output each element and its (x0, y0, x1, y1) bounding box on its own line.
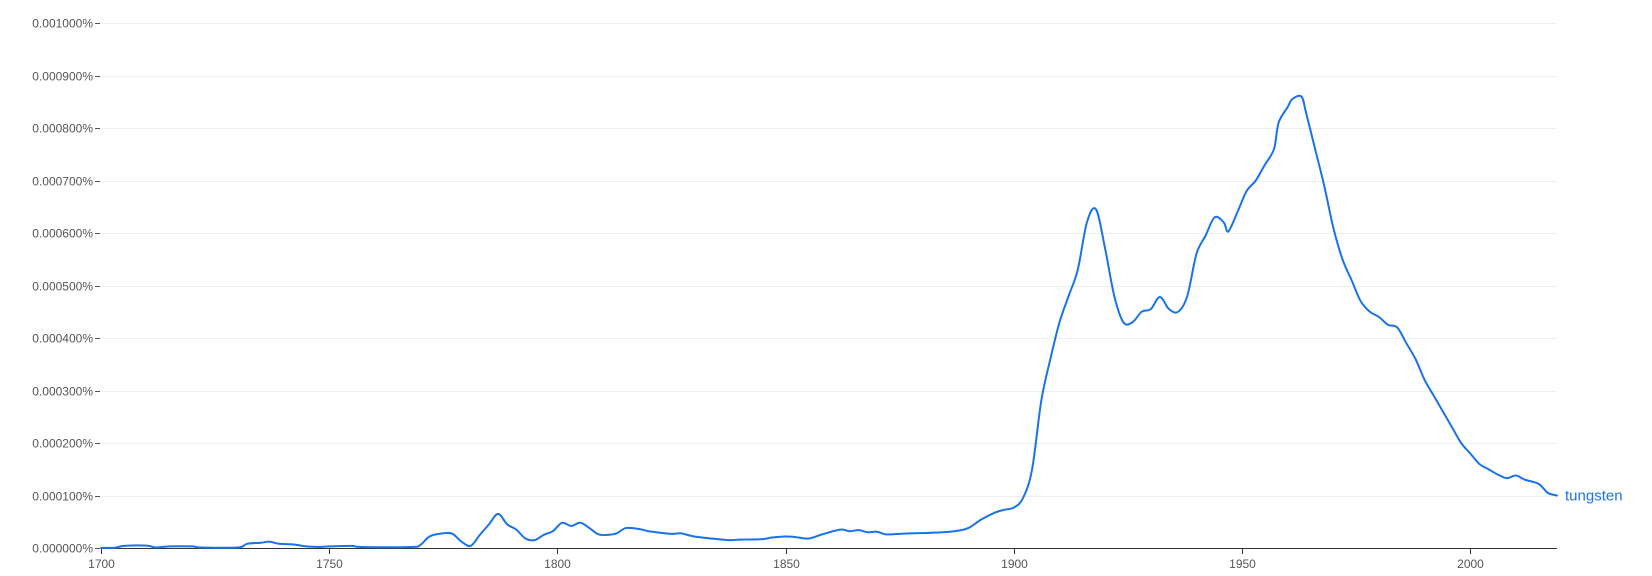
y-tick-label: 0.001000% (32, 17, 93, 31)
x-tick-label: 1750 (316, 557, 343, 571)
y-tick-label: 0.000300% (32, 385, 93, 399)
y-tick-label: 0.000100% (32, 490, 93, 504)
series-label-tungsten[interactable]: tungsten (1565, 488, 1623, 505)
x-tick-label: 1800 (544, 557, 571, 571)
x-tick-label: 1950 (1229, 557, 1256, 571)
x-tick-label: 1700 (88, 557, 115, 571)
axes: 0.000000% 0.000100% 0.000200% 0.000300% 0.00… (32, 17, 1557, 571)
y-tick-label: 0.000600% (32, 227, 93, 241)
y-tick-label: 0.000200% (32, 437, 93, 451)
x-tick-label: 1850 (773, 557, 800, 571)
grid-lines (101, 23, 1557, 497)
x-tick-label: 2000 (1457, 557, 1484, 571)
y-tick-label: 0.000500% (32, 280, 93, 294)
series-labels: tungsten (1565, 488, 1623, 505)
y-tick-label: 0.000700% (32, 175, 93, 189)
series-line-tungsten[interactable] (100, 94, 1558, 549)
y-tick-label: 0.000000% (32, 542, 93, 556)
series-lines (100, 94, 1558, 549)
y-tick-label: 0.000800% (32, 122, 93, 136)
y-tick-label: 0.000400% (32, 332, 93, 346)
x-tick-label: 1900 (1001, 557, 1028, 571)
y-tick-label: 0.000900% (32, 70, 93, 84)
